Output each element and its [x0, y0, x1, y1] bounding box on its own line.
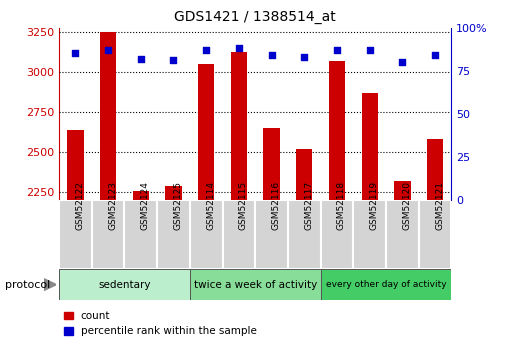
Bar [223, 200, 255, 269]
Text: GSM52115: GSM52115 [239, 181, 248, 230]
Text: GSM52117: GSM52117 [304, 181, 313, 230]
Text: sedentary: sedentary [98, 280, 151, 289]
Point [169, 58, 177, 63]
Bar [321, 269, 451, 300]
Bar [296, 149, 312, 200]
Text: GSM52124: GSM52124 [141, 181, 150, 230]
Bar [321, 200, 353, 269]
Bar [190, 269, 321, 300]
Point [71, 51, 80, 56]
Point [104, 47, 112, 53]
Text: GSM52123: GSM52123 [108, 181, 117, 230]
Bar [427, 139, 443, 200]
Point [333, 47, 341, 53]
Bar [124, 200, 157, 269]
Bar [288, 200, 321, 269]
Point [431, 52, 439, 58]
Text: GSM52119: GSM52119 [370, 181, 379, 230]
Bar [362, 93, 378, 200]
Title: GDS1421 / 1388514_at: GDS1421 / 1388514_at [174, 10, 336, 24]
Point [398, 59, 406, 65]
Text: twice a week of activity: twice a week of activity [193, 280, 317, 289]
Bar [92, 200, 124, 269]
Text: GSM52121: GSM52121 [435, 181, 444, 230]
Bar [231, 51, 247, 200]
Bar [255, 200, 288, 269]
Bar [59, 269, 190, 300]
Point [366, 47, 374, 53]
Bar [394, 181, 410, 200]
Polygon shape [44, 279, 56, 290]
Bar [386, 200, 419, 269]
Bar [59, 200, 92, 269]
Text: GSM52116: GSM52116 [271, 181, 281, 230]
Text: GSM52114: GSM52114 [206, 181, 215, 230]
Bar [353, 200, 386, 269]
Bar [329, 61, 345, 200]
Text: GSM52122: GSM52122 [75, 181, 84, 230]
Bar [67, 130, 84, 200]
Point [202, 47, 210, 53]
Point [136, 56, 145, 61]
Point [267, 52, 275, 58]
Text: GSM52120: GSM52120 [402, 181, 411, 230]
Bar [165, 186, 182, 200]
Legend: count, percentile rank within the sample: count, percentile rank within the sample [64, 311, 256, 336]
Bar [157, 200, 190, 269]
Point [235, 46, 243, 51]
Bar [132, 190, 149, 200]
Text: protocol: protocol [5, 280, 50, 289]
Text: GSM52118: GSM52118 [337, 181, 346, 230]
Bar [263, 128, 280, 200]
Bar [419, 200, 451, 269]
Bar [190, 200, 223, 269]
Text: GSM52125: GSM52125 [173, 181, 183, 230]
Text: every other day of activity: every other day of activity [326, 280, 446, 289]
Point [300, 54, 308, 60]
Bar [100, 32, 116, 200]
Bar [198, 64, 214, 200]
